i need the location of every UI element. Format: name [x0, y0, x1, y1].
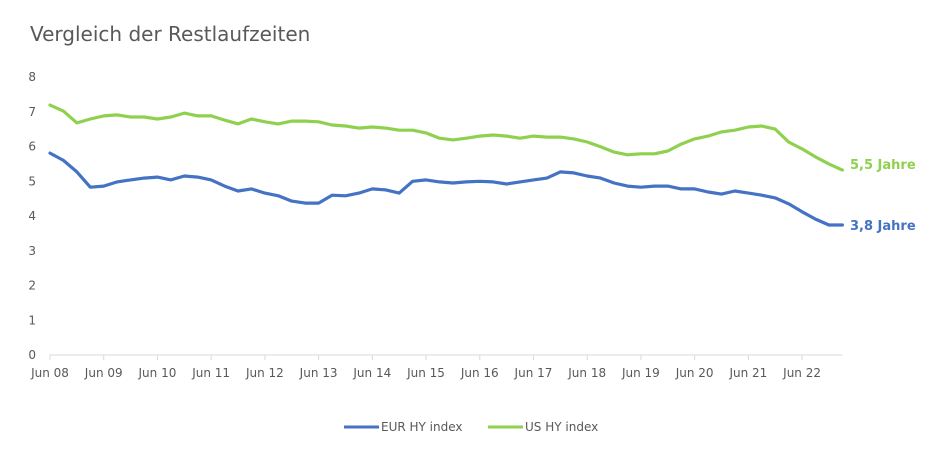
chart-title: Vergleich der Restlaufzeiten — [30, 22, 311, 46]
x-tick-label: Jun 10 — [138, 366, 177, 380]
x-tick-label: Jun 14 — [352, 366, 391, 380]
y-tick-label: 8 — [28, 70, 36, 84]
y-tick-label: 7 — [28, 105, 36, 119]
x-tick-label: Jun 16 — [460, 366, 499, 380]
series-line-eur — [48, 151, 845, 227]
x-tick-label: Jun 08 — [30, 366, 69, 380]
end-label-eur: 3,8 Jahre — [850, 219, 916, 234]
x-tick-label: Jun 19 — [621, 366, 660, 380]
x-tick-label: Jun 11 — [191, 366, 230, 380]
y-tick-label: 4 — [28, 209, 36, 223]
end-label-us: 5,5 Jahre — [850, 158, 916, 173]
y-tick-label: 5 — [28, 174, 36, 188]
x-tick-label: Jun 17 — [514, 366, 553, 380]
y-tick-label: 0 — [28, 348, 36, 362]
x-tick-label: Jun 21 — [728, 366, 767, 380]
legend-label: EUR HY index — [381, 420, 463, 434]
series-line-us — [48, 103, 845, 172]
x-tick-label: Jun 13 — [299, 366, 338, 380]
x-tick-label: Jun 22 — [782, 366, 821, 380]
y-tick-label: 3 — [28, 244, 36, 258]
x-tick-label: Jun 12 — [245, 366, 284, 380]
x-tick-label: Jun 15 — [406, 366, 445, 380]
y-tick-label: 6 — [28, 140, 36, 154]
legend-label: US HY index — [525, 420, 598, 434]
x-tick-label: Jun 18 — [567, 366, 606, 380]
y-tick-label: 2 — [28, 279, 36, 293]
x-tick-label: Jun 20 — [675, 366, 714, 380]
y-tick-label: 1 — [28, 313, 36, 327]
x-tick-label: Jun 09 — [84, 366, 123, 380]
